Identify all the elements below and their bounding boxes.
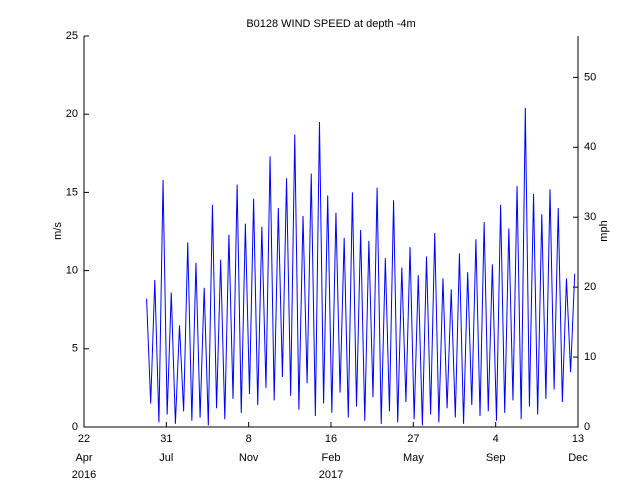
x-tick-month: Jul: [159, 452, 173, 464]
y-tick-label: 5: [72, 343, 78, 355]
x-tick-month: Feb: [322, 452, 341, 464]
x-tick-year: 2016: [72, 469, 96, 480]
x-tick-label: 8: [246, 433, 252, 445]
y-tick-label: 10: [66, 265, 78, 277]
chart-title: B0128 WIND SPEED at depth -4m: [246, 18, 415, 30]
y-tick-label: 20: [66, 108, 78, 120]
x-tick-label: 31: [160, 433, 172, 445]
x-tick-label: 16: [325, 433, 337, 445]
y-tick-label: 25: [66, 30, 78, 42]
y2-tick-label: 10: [584, 351, 596, 363]
y2-tick-label: 30: [584, 211, 596, 223]
y2-tick-label: 40: [584, 141, 596, 153]
x-tick-month: Sep: [486, 452, 506, 464]
data-line: [146, 107, 576, 426]
x-tick-label: 22: [78, 433, 90, 445]
y-tick-label: 0: [72, 421, 78, 433]
y2-tick-label: 20: [584, 281, 596, 293]
y-axis-label: m/s: [52, 222, 64, 240]
x-tick-label: 13: [572, 433, 584, 445]
y2-tick-label: 0: [584, 421, 590, 433]
x-tick-month: Apr: [75, 452, 92, 464]
y2-axis-label: mph: [598, 220, 610, 241]
x-tick-label: 27: [407, 433, 419, 445]
x-tick-year: 2017: [319, 469, 343, 480]
y2-tick-label: 50: [584, 71, 596, 83]
x-tick-label: 4: [493, 433, 499, 445]
x-tick-month: Dec: [568, 452, 588, 464]
x-tick-month: Nov: [239, 452, 259, 464]
x-tick-month: May: [403, 452, 424, 464]
y-tick-label: 15: [66, 186, 78, 198]
